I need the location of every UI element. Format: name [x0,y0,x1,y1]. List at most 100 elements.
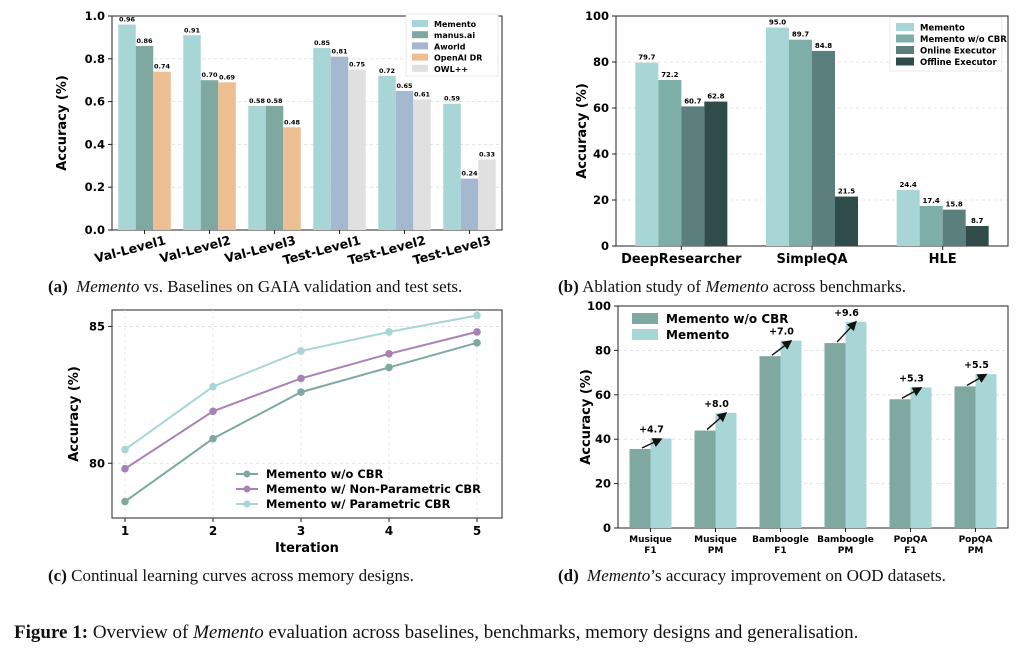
d-improvement-arrow [771,339,793,356]
d-improvement-arrow [706,411,728,431]
d-xtick-label: F1 [644,546,656,556]
caption-a-em: Memento [76,277,140,296]
b-data-label: 24.4 [900,181,917,189]
a-bar [248,105,266,230]
caption-c-text: Continual learning curves across memory … [66,566,414,585]
d-xtick-label: F1 [774,546,786,556]
caption-b: (b) Ablation study of Memento across ben… [558,277,906,297]
b-bar [896,189,920,246]
b-legend-label: Online Executor [920,47,997,57]
b-legend-label: Memento w/o CBR [920,35,1007,45]
d-legend-label: Memento w/o CBR [666,312,789,326]
a-legend-swatch [412,20,428,27]
a-data-label: 0.33 [479,150,495,158]
c-xtick-label: 1 [121,524,129,538]
d-improvement-arrow [966,373,988,386]
c-point [121,464,129,473]
a-bar [218,82,236,230]
d-frame [617,305,1009,529]
a-data-label: 0.59 [444,95,461,103]
b-legend-swatch [896,34,914,43]
c-point [473,311,481,320]
c-point [385,363,393,372]
a-bar [183,35,201,230]
b-legend-label: Memento [920,24,965,34]
d-bar [759,356,781,528]
a-ytick-label: 0.6 [85,95,105,109]
c-point [297,347,305,355]
c-ytick-label: 85 [89,319,105,333]
caption-b-pre: Ablation study of [578,277,706,296]
c-xtick-label: 5 [473,524,481,538]
chart-c: 80 85 Accuracy (%) 1 2 3 4 5 Iteration Memento w/… [67,309,503,556]
a-data-label: 0.69 [219,73,236,81]
c-legend-label: Memento w/o CBR [266,467,384,481]
b-legend-label: Offline Executor [920,58,997,68]
caption-b-text: across benchmarks. [768,277,906,296]
caption-a-text: vs. Baselines on GAIA validation and tes… [139,277,463,296]
figure-text-em: Memento [193,622,264,643]
a-ytick-label: 0.2 [85,180,105,194]
a-data-label: 0.70 [201,71,218,79]
b-data-label: 89.7 [792,31,809,39]
d-bar [889,399,911,528]
d-xtick-label: Musique [629,535,672,545]
a-ytick-label: 0.4 [85,137,105,151]
b-xtick-label: HLE [929,252,957,267]
a-bar [153,71,171,230]
b-bar [658,79,682,246]
a-data-label: 0.85 [314,39,331,47]
b-bar [835,196,858,246]
c-point [121,497,129,506]
b-data-label: 84.8 [815,42,832,50]
c-legend-label: Memento w/ Parametric CBR [266,497,451,511]
d-bar [715,412,737,528]
d-legend-label: Memento [666,328,729,342]
b-data-label: 95.0 [769,19,786,27]
a-data-label: 0.58 [249,97,266,105]
c-xtick-label: 2 [209,524,217,538]
c-ytick-label: 80 [89,456,105,470]
a-legend-label: OpenAI DR [434,54,482,63]
d-ytick-label: 80 [595,343,611,357]
d-improvement-arrow [901,387,923,399]
c-ylabel: Accuracy (%) [67,366,82,462]
a-bar [460,178,479,230]
a-bar [348,69,366,230]
caption-d: (d) Memento’s accuracy improvement on OO… [558,566,946,586]
d-xtick-label: Musique [694,535,737,545]
a-legend-swatch [412,31,428,39]
d-xtick-label: Bamboogle [817,535,874,545]
caption-b-label: (b) [558,277,579,296]
b-data-label: 8.7 [971,217,984,225]
b-bar [766,27,789,246]
c-legend-marker [243,500,251,508]
c-point [209,382,217,391]
a-legend-label: OWL++ [434,65,468,74]
d-xtick-label: PM [968,546,984,556]
a-data-label: 0.61 [414,90,431,98]
a-xtick-label: Val-Level2 [158,232,232,265]
b-data-label: 15.8 [946,201,963,209]
c-point [209,434,217,443]
c-xtick-label: 3 [297,524,305,538]
a-data-label: 0.72 [379,67,395,75]
a-ytick-label: 0.0 [85,223,105,237]
d-improvement-label: +5.5 [964,360,989,371]
a-legend-swatch [412,53,428,61]
a-data-label: 0.58 [266,97,283,105]
b-ytick-label: 0 [601,239,609,253]
d-xtick-label: Bamboogle [752,535,809,545]
a-legend-label: Memento [434,20,477,29]
d-bar [650,438,672,528]
caption-a: (a) Memento vs. Baselines on GAIA valida… [48,277,462,297]
a-legend-swatch [412,64,428,72]
caption-d-text: ’s accuracy improvement on OOD datasets. [650,566,946,585]
b-data-label: 21.5 [838,188,855,196]
d-xtick-label: PopQA [959,535,993,545]
b-ytick-label: 100 [585,9,609,23]
d-improvement-label: +5.3 [899,373,924,384]
a-ylabel: Accuracy (%) [55,75,70,171]
b-ylabel: Accuracy (%) [575,83,590,179]
